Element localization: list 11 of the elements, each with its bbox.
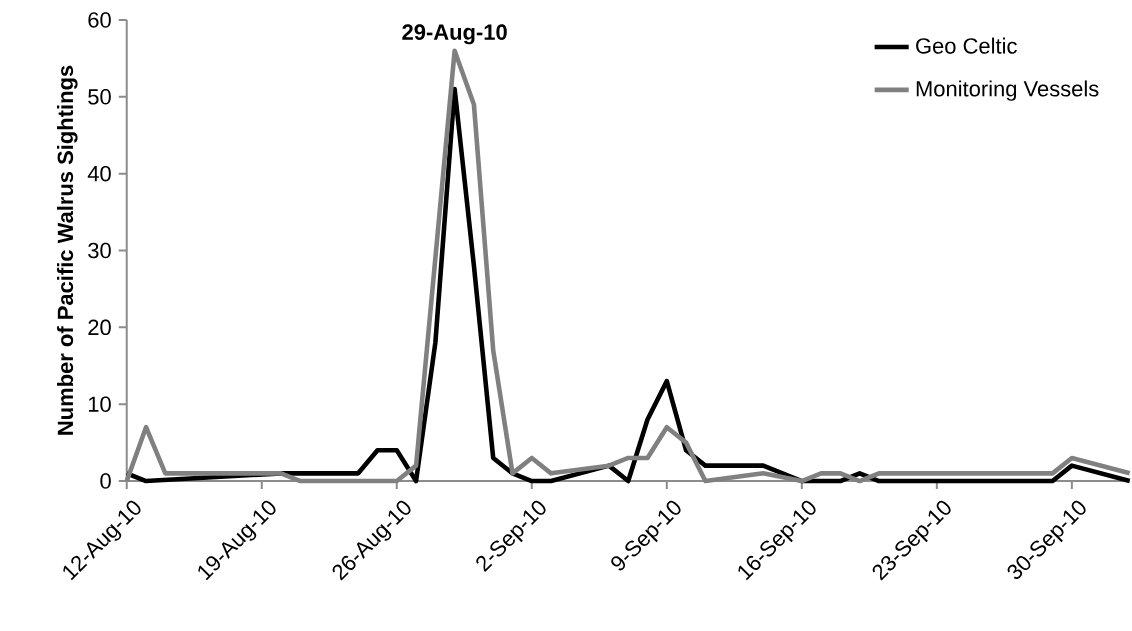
- y-tick-label: 20: [88, 319, 111, 336]
- y-tick-label: 40: [87, 166, 111, 182]
- legend-label: Monitoring Vessels: [916, 80, 1099, 102]
- y-tick-label: 10: [88, 396, 111, 413]
- y-tick-label: 60: [88, 12, 111, 28]
- y-tick-label: 0: [100, 473, 111, 489]
- y-axis-title: Number of Pacific Walrus Sightings: [57, 65, 78, 435]
- y-tick-label: 30: [88, 242, 111, 259]
- y-tick-label: 50: [88, 89, 111, 105]
- annotation: 29-Aug-10: [402, 24, 507, 45]
- legend-label: Geo Celtic: [916, 37, 1017, 54]
